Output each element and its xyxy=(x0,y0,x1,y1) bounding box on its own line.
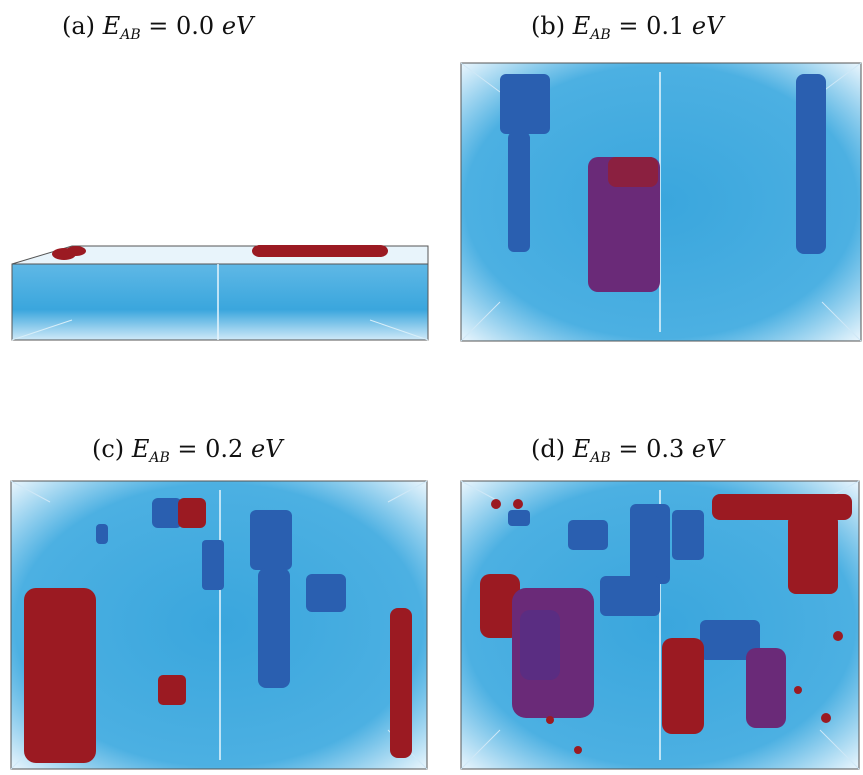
red-cluster-right xyxy=(252,245,388,257)
red-column-right xyxy=(390,608,412,758)
panel-a-caption: (a) EAB = 0.0 eV xyxy=(62,12,253,43)
blue-column-right xyxy=(796,74,826,254)
panel-a-unit: eV xyxy=(221,12,254,40)
panel-b-symbol: E xyxy=(572,12,591,40)
red-cluster-left xyxy=(480,574,520,638)
red-dots xyxy=(491,499,843,754)
red-cluster-left xyxy=(52,246,86,260)
panel-a-simulation-box xyxy=(11,245,429,341)
panel-d-relation: = xyxy=(618,435,639,463)
panel-c-value: 0.2 xyxy=(205,435,244,463)
panel-d-subscript: AB xyxy=(590,450,611,466)
red-small-bottom xyxy=(158,675,186,705)
panel-a-value: 0.0 xyxy=(176,12,215,40)
purple-cluster-center xyxy=(588,157,660,292)
panel-d-simulation-box xyxy=(460,480,860,770)
panel-d-tag: (d) xyxy=(531,435,566,463)
panel-b-subscript: AB xyxy=(590,27,611,43)
panel-c-subscript: AB xyxy=(149,450,170,466)
panel-c-unit: eV xyxy=(250,435,283,463)
blue-column-center xyxy=(202,510,292,688)
purple-cluster-left xyxy=(512,588,594,718)
panel-b-unit: eV xyxy=(691,12,724,40)
red-cluster-top-right xyxy=(712,494,852,594)
panel-d-symbol: E xyxy=(572,435,591,463)
panel-b-tag: (b) xyxy=(531,12,566,40)
panel-a-relation: = xyxy=(148,12,169,40)
panel-b-relation: = xyxy=(618,12,639,40)
red-cluster-center xyxy=(662,638,704,734)
panel-a-symbol: E xyxy=(102,12,121,40)
blue-scatter xyxy=(508,504,760,660)
panel-d-unit: eV xyxy=(691,435,724,463)
panel-a-subscript: AB xyxy=(120,27,141,43)
panel-b-caption: (b) EAB = 0.1 eV xyxy=(531,12,723,43)
purple-cluster-right xyxy=(746,648,786,728)
panel-c-simulation-box xyxy=(10,480,428,770)
panel-a-tag: (a) xyxy=(62,12,96,40)
blue-cluster-right xyxy=(306,574,346,612)
panel-c-relation: = xyxy=(177,435,198,463)
red-cluster-left xyxy=(24,588,96,763)
panel-d-value: 0.3 xyxy=(646,435,685,463)
panel-c-caption: (c) EAB = 0.2 eV xyxy=(92,435,283,466)
panel-c-symbol: E xyxy=(131,435,150,463)
blue-red-cluster-top xyxy=(96,498,206,544)
panel-d-caption: (d) EAB = 0.3 eV xyxy=(531,435,723,466)
panel-b-value: 0.1 xyxy=(646,12,685,40)
panel-c-tag: (c) xyxy=(92,435,125,463)
blue-column-left xyxy=(500,74,550,252)
panel-b-simulation-box xyxy=(460,62,862,342)
